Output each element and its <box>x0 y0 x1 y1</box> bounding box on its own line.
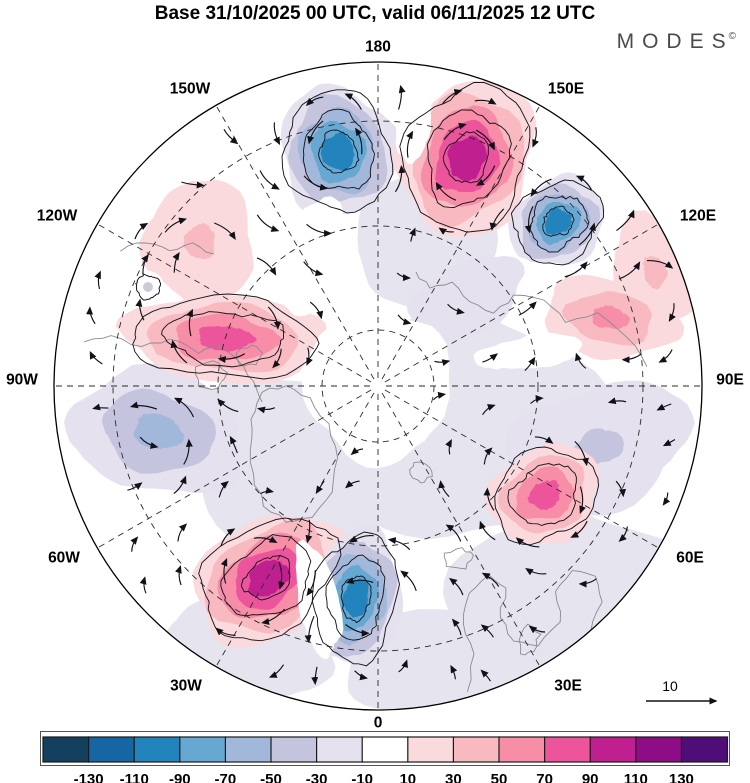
colorbar-tick-label: 130 <box>669 771 694 783</box>
colorbar-tick-label: -50 <box>260 771 282 783</box>
colorbar-cell <box>133 736 181 763</box>
colorbar-cell <box>543 736 592 763</box>
lon-label-90W: 90W <box>6 372 38 389</box>
wind-arrows-layer <box>86 84 676 686</box>
colorbar-cell <box>179 736 227 763</box>
coastlines-layer <box>83 242 648 693</box>
colorbar: -130 -110 -90 -70 -50 -30 -10 10 30 50 70 90 110 130 <box>40 731 730 783</box>
modes-logo-text: MODES <box>616 30 734 53</box>
colorbar-tick-label: -70 <box>215 771 237 783</box>
map-disc <box>54 62 702 710</box>
lon-label-180: 180 <box>365 39 391 56</box>
lon-label-0: 0 <box>374 715 383 732</box>
colorbar-cell <box>589 736 637 763</box>
contour-lines-layer <box>132 82 604 667</box>
colorbar-frame <box>40 731 730 766</box>
lon-label-150W: 150W <box>170 81 211 98</box>
colorbar-cell <box>407 736 455 763</box>
copyright-icon: © <box>728 31 736 42</box>
colorbar-cell <box>42 736 90 763</box>
colorbar-tick-label: 50 <box>491 771 508 783</box>
colorbar-cell <box>87 736 136 763</box>
colorbar-tick-label: -90 <box>169 771 191 783</box>
colorbar-cell <box>635 736 683 763</box>
eye-feature <box>132 271 164 303</box>
colorbar-tick-label: -30 <box>306 771 328 783</box>
colorbar-cell <box>224 736 273 763</box>
colorbar-tick-label: -10 <box>351 771 373 783</box>
colorbar-cell <box>361 736 409 763</box>
lon-label-150E: 150E <box>548 81 584 98</box>
clear-zones-layer <box>261 72 583 660</box>
lon-label-60W: 60W <box>48 550 80 567</box>
colorbar-cell <box>498 736 546 763</box>
lon-label-90E: 90E <box>716 372 744 389</box>
reference-vector: 10 <box>646 678 718 705</box>
page-title: Base 31/10/2025 00 UTC, valid 06/11/2025… <box>154 3 596 24</box>
lon-label-120E: 120E <box>680 208 716 225</box>
lon-label-120W: 120W <box>37 208 78 225</box>
colorbar-tick-label: 110 <box>624 771 648 783</box>
lon-label-30E: 30E <box>554 678 582 695</box>
colorbar-cell <box>452 736 501 763</box>
colorbar-tick-label: -130 <box>74 771 104 783</box>
colorbar-tick-label: 30 <box>445 771 462 783</box>
colorbar-cell <box>316 736 364 763</box>
lon-label-60E: 60E <box>676 550 704 567</box>
map-boundary-circle <box>53 61 703 711</box>
colorbar-tick-label: -110 <box>120 771 149 783</box>
colorbar-tick-label: 10 <box>399 771 416 783</box>
colorbar-cell <box>270 736 318 763</box>
colorbar-tick-label: 90 <box>582 771 599 783</box>
colorbar-cell <box>680 736 729 763</box>
modes-logo: MODES© <box>617 30 736 54</box>
longitude-labels: 180 150W 150E 120W 120E 90W 90E 60W 60E 30W 30E 0 <box>6 39 744 732</box>
lon-label-30W: 30W <box>170 678 202 695</box>
reference-vector-label: 10 <box>662 678 678 694</box>
colorbar-tick-label: 70 <box>536 771 553 783</box>
graticule-layer <box>54 62 702 710</box>
